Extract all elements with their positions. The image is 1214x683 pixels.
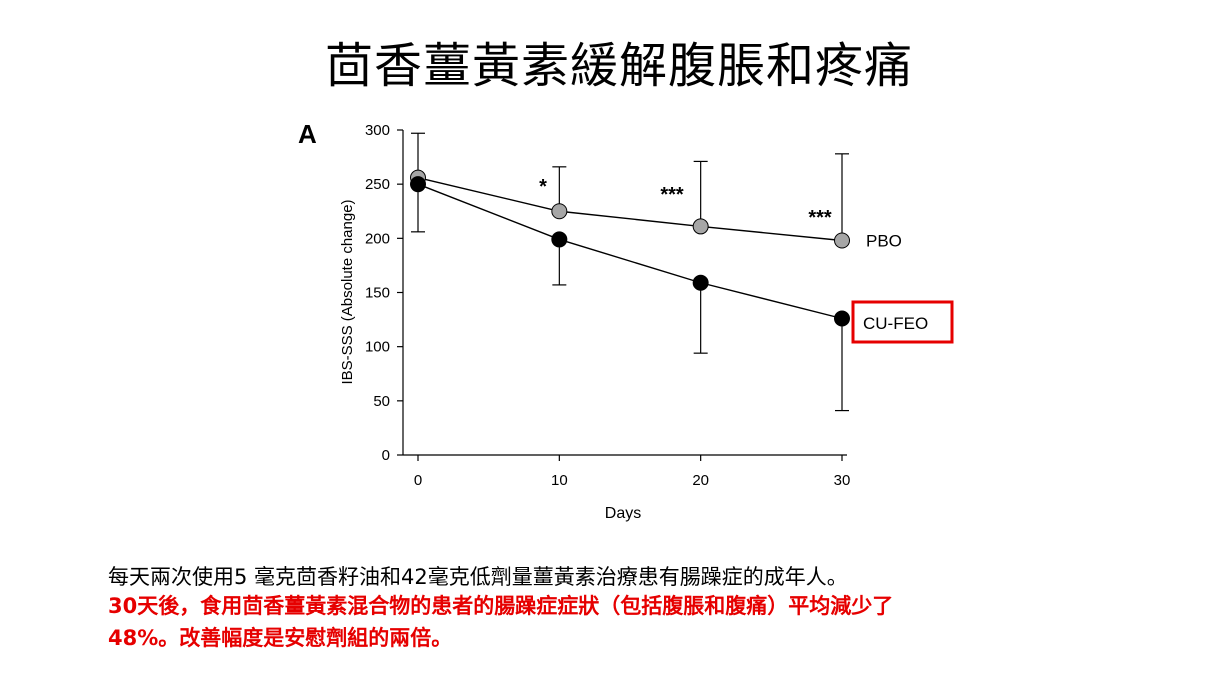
result-highlight: 30天後，食用茴香薑黃素混合物的患者的腸躁症症狀（包括腹脹和腹痛）平均減少了 4…	[108, 590, 1168, 654]
panel-label: A	[298, 119, 317, 149]
x-tick-label: 30	[834, 472, 851, 489]
series-label-cu-feo: CU-FEO	[863, 314, 928, 333]
x-tick-label: 20	[692, 472, 709, 489]
x-tick-label: 10	[551, 472, 568, 489]
significance-marker: *	[539, 176, 547, 198]
x-tick-label: 0	[414, 472, 422, 489]
y-tick-label: 300	[365, 122, 390, 139]
y-tick-label: 150	[365, 285, 390, 302]
result-line-1: 30天後，食用茴香薑黃素混合物的患者的腸躁症症狀（包括腹脹和腹痛）平均減少了	[108, 594, 894, 618]
x-axis-title: Days	[605, 505, 641, 522]
series-line-pbo	[417, 176, 843, 242]
data-point-cu-feo	[551, 231, 568, 248]
data-point-pbo	[692, 218, 709, 235]
y-tick-label: 50	[373, 393, 390, 410]
slide-title: 茴香薑黃素緩解腹脹和疼痛	[324, 38, 913, 94]
y-tick-label: 200	[365, 230, 390, 247]
significance-marker: ***	[808, 207, 832, 229]
y-tick-label: 0	[382, 447, 390, 464]
data-point-pbo	[834, 232, 850, 249]
series-line-cu-feo	[417, 183, 843, 320]
significance-marker: ***	[660, 184, 684, 206]
study-description: 每天兩次使用5 毫克茴香籽油和42毫克低劑量薑黃素治療患有腸躁症的成年人。	[108, 565, 848, 589]
data-point-pbo	[551, 203, 568, 220]
y-tick-label: 250	[365, 176, 390, 193]
y-tick-label: 100	[365, 339, 390, 356]
data-point-cu-feo	[410, 176, 426, 193]
y-axis-title: IBS-SSS (Absolute change)	[339, 199, 356, 384]
data-point-cu-feo	[834, 310, 850, 327]
highlight-box	[851, 300, 954, 344]
data-point-cu-feo	[692, 274, 709, 291]
series-label-pbo: PBO	[866, 232, 902, 251]
result-line-2: 48%。改善幅度是安慰劑組的兩倍。	[108, 626, 453, 650]
